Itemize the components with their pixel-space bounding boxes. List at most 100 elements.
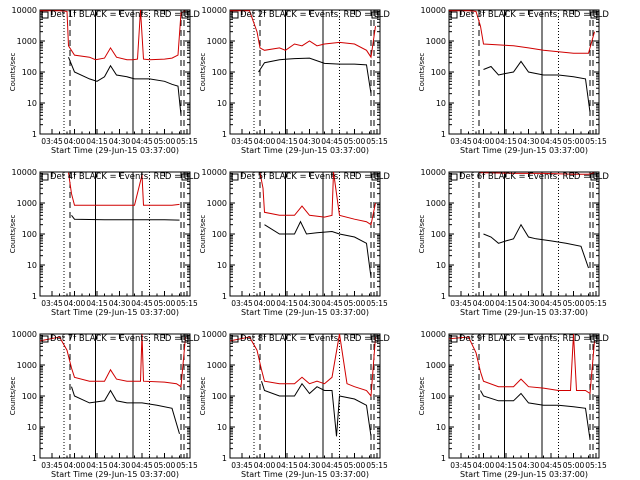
y-tick-label: 100 <box>212 230 227 239</box>
y-tick-label: 10000 <box>202 330 227 339</box>
series-line-lld <box>449 10 595 54</box>
y-axis-label: Counts/sec <box>199 377 207 416</box>
series-line-events <box>264 220 372 278</box>
y-tick-label: 1000 <box>17 199 37 208</box>
series-line-lld <box>40 9 186 61</box>
y-axis-label: Counts/sec <box>9 53 17 92</box>
x-axis-label: Start Time (29-Jun-15 03:37:00) <box>241 308 369 317</box>
y-tick-label: 10 <box>436 261 446 270</box>
x-tick-label: 04:30 <box>299 461 321 470</box>
marker-right <box>181 335 189 343</box>
x-axis-label: Start Time (29-Jun-15 03:37:00) <box>241 146 369 155</box>
y-tick-label: 1000 <box>426 37 446 46</box>
x-tick-label: 05:00 <box>154 299 176 308</box>
plot-frame <box>39 171 191 297</box>
x-tick-label: 05:00 <box>344 461 366 470</box>
panel-5: 1 10 100 1000 10000 03:45 04:00 04:15 04:30 04:45… <box>199 168 390 317</box>
series-line-lld <box>448 333 595 395</box>
x-tick-label: 03:45 <box>450 137 472 146</box>
x-tick-label: 05:15 <box>176 137 198 146</box>
panel-title: Det 9f BLACK = Events, RED = LLD <box>459 334 609 344</box>
x-tick-label: 03:45 <box>231 137 253 146</box>
x-tick-label: 03:45 <box>41 137 63 146</box>
series-line-lld <box>259 171 376 226</box>
x-tick-label: 04:00 <box>64 461 86 470</box>
y-tick-label: 1 <box>441 454 446 463</box>
y-axis-label: Counts/sec <box>9 377 17 416</box>
marker-left <box>231 11 239 19</box>
plot-frame <box>448 9 600 135</box>
marker-right <box>371 335 379 343</box>
y-tick-label: 10000 <box>421 168 446 177</box>
x-tick-label: 04:30 <box>109 461 131 470</box>
x-tick-label: 04:00 <box>254 137 276 146</box>
plot-frame <box>448 171 600 297</box>
x-tick-label: 05:00 <box>563 137 585 146</box>
x-tick-label: 04:15 <box>86 137 108 146</box>
x-tick-label: 04:30 <box>109 299 131 308</box>
x-tick-label: 05:15 <box>366 137 388 146</box>
x-tick-label: 04:00 <box>64 299 86 308</box>
y-tick-label: 10000 <box>202 168 227 177</box>
y-tick-label: 100 <box>212 392 227 401</box>
y-tick-label: 10 <box>217 99 227 108</box>
x-tick-label: 04:30 <box>518 299 540 308</box>
plot-frame <box>448 333 600 459</box>
x-tick-label: 04:00 <box>473 461 495 470</box>
x-tick-label: 03:45 <box>41 299 63 308</box>
x-tick-label: 03:45 <box>231 299 253 308</box>
marker-left <box>450 335 458 343</box>
x-tick-label: 04:15 <box>495 137 517 146</box>
x-tick-label: 04:15 <box>86 461 108 470</box>
y-tick-label: 1000 <box>17 361 37 370</box>
y-tick-label: 100 <box>22 230 37 239</box>
x-tick-label: 04:15 <box>86 299 108 308</box>
panel-title: Det 6f BLACK = Events, RED = LLD <box>459 172 609 182</box>
marker-right <box>371 173 379 181</box>
x-tick-label: 04:45 <box>321 299 343 308</box>
marker-right <box>181 11 189 19</box>
y-tick-label: 1000 <box>426 361 446 370</box>
x-tick-label: 05:15 <box>585 137 607 146</box>
y-axis-label: Counts/sec <box>418 377 426 416</box>
x-tick-label: 04:15 <box>495 299 517 308</box>
series-line-events <box>71 386 180 435</box>
x-axis-label: Start Time (29-Jun-15 03:37:00) <box>51 146 179 155</box>
y-tick-label: 100 <box>212 68 227 77</box>
panel-8: 1 10 100 1000 10000 03:45 04:00 04:15 04:30 04:45… <box>199 330 390 479</box>
panel-title: Det 4f BLACK = Events, RED = LLD <box>50 172 200 182</box>
x-tick-label: 03:45 <box>231 461 253 470</box>
plot-frame <box>229 171 381 297</box>
y-axis-label: Counts/sec <box>199 215 207 254</box>
x-tick-label: 03:45 <box>450 461 472 470</box>
marker-left <box>450 11 458 19</box>
series-line-lld <box>479 172 595 175</box>
x-tick-label: 04:00 <box>64 137 86 146</box>
x-tick-label: 05:15 <box>176 461 198 470</box>
panel-7: 1 10 100 1000 10000 03:45 04:00 04:15 04:30 04:45… <box>9 330 200 479</box>
x-tick-label: 04:15 <box>276 137 298 146</box>
y-tick-label: 10000 <box>12 168 37 177</box>
x-tick-label: 05:00 <box>563 461 585 470</box>
y-tick-label: 1 <box>32 454 37 463</box>
y-tick-label: 10000 <box>12 330 37 339</box>
marker-right <box>181 173 189 181</box>
x-tick-label: 04:00 <box>473 299 495 308</box>
marker-right <box>590 335 598 343</box>
x-tick-label: 04:45 <box>321 461 343 470</box>
y-tick-label: 1000 <box>17 37 37 46</box>
y-tick-label: 100 <box>22 392 37 401</box>
x-tick-label: 04:30 <box>299 137 321 146</box>
x-axis-label: Start Time (29-Jun-15 03:37:00) <box>51 470 179 479</box>
y-tick-label: 100 <box>431 68 446 77</box>
marker-left <box>41 173 49 181</box>
x-axis-label: Start Time (29-Jun-15 03:37:00) <box>460 308 588 317</box>
y-tick-label: 10000 <box>421 330 446 339</box>
plot-frame <box>229 9 381 135</box>
y-tick-label: 1000 <box>207 361 227 370</box>
x-tick-label: 04:15 <box>276 461 298 470</box>
x-tick-label: 04:45 <box>131 299 153 308</box>
panel-6: 1 10 100 1000 10000 03:45 04:00 04:15 04:30 04:45… <box>418 168 609 317</box>
marker-right <box>590 173 598 181</box>
y-tick-label: 10 <box>436 99 446 108</box>
